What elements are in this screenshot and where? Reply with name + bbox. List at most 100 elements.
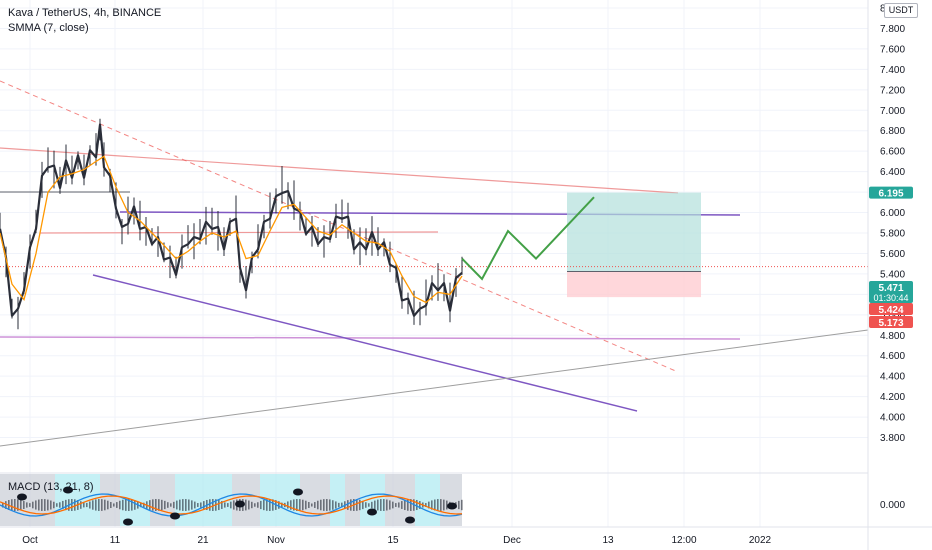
chart-header: Kava / TetherUS, 4h, BINANCE SMMA (7, cl… <box>8 6 161 36</box>
macd-bar <box>143 502 145 508</box>
macd-pane[interactable] <box>0 472 868 526</box>
macd-band <box>175 474 232 526</box>
macd-bar <box>362 500 364 510</box>
macd-cross-dot <box>170 512 180 520</box>
price-tick-label: 4.200 <box>880 392 905 403</box>
drawings-layer[interactable] <box>0 80 869 447</box>
forecast-path[interactable] <box>461 196 595 281</box>
price-label-value: 6.195 <box>878 189 903 200</box>
macd-bar <box>41 499 43 511</box>
macd-bar <box>410 499 412 511</box>
stop-zone[interactable] <box>567 271 701 298</box>
macd-bar <box>122 499 124 511</box>
macd-band <box>345 474 360 526</box>
macd-bar <box>89 501 91 509</box>
channel-bottom-line[interactable] <box>92 274 638 412</box>
macd-bar <box>299 499 301 511</box>
macd-cross-markers <box>17 486 457 526</box>
currency-badge[interactable]: USDT <box>884 3 918 18</box>
long-uptrend-line[interactable] <box>0 329 869 447</box>
macd-cross-dot <box>17 493 27 501</box>
macd-cross-dot <box>293 488 303 496</box>
macd-bar <box>194 501 196 509</box>
macd-bar <box>374 500 376 510</box>
macd-band <box>55 474 100 526</box>
macd-bar <box>434 499 436 511</box>
series-layer <box>0 118 463 330</box>
macd-bar <box>29 503 31 507</box>
macd-bar <box>185 499 187 511</box>
macd-bar <box>335 501 337 509</box>
price-tick-label: 7.800 <box>880 24 905 35</box>
time-tick-label: 21 <box>197 535 209 546</box>
macd-bar <box>212 499 214 511</box>
macd-bar <box>260 500 262 510</box>
price-tick-label: 7.200 <box>880 85 905 96</box>
time-tick-label: Oct <box>22 535 38 546</box>
macd-bar <box>20 499 22 511</box>
support-line[interactable] <box>0 336 741 340</box>
price-label-box <box>869 186 913 199</box>
macd-cross-dot <box>405 516 415 524</box>
macd-bar <box>428 501 430 509</box>
macd-bar <box>131 499 133 511</box>
long-position-tool[interactable] <box>567 192 701 298</box>
symbol-title[interactable]: Kava / TetherUS, 4h, BINANCE <box>8 7 162 19</box>
indicator-label[interactable]: SMMA (7, close) <box>8 22 89 34</box>
macd-signal-line <box>0 495 463 515</box>
price-tick-label: 7.600 <box>880 44 905 55</box>
price-tick-label: 3.800 <box>880 433 905 444</box>
time-tick-label: 15 <box>387 535 399 546</box>
time-tick-label: 12:00 <box>671 535 696 546</box>
macd-bar <box>425 503 427 507</box>
macd-bar <box>230 501 232 509</box>
macd-bar <box>245 499 247 511</box>
dashed-downtrend-line[interactable] <box>0 80 679 373</box>
macd-bar <box>395 503 397 507</box>
countdown-label: 01:30:44 <box>873 293 908 303</box>
macd-bar <box>251 501 253 509</box>
price-label-box <box>869 303 913 315</box>
macd-band <box>0 474 55 526</box>
macd-bar <box>161 499 163 511</box>
macd-bar <box>176 500 178 510</box>
time-tick-label: 11 <box>110 535 121 546</box>
macd-bar <box>107 500 109 510</box>
macd-bar <box>65 499 67 511</box>
macd-bar <box>329 499 331 511</box>
macd-band <box>330 474 345 526</box>
macd-bar <box>26 502 28 508</box>
macd-indicator-label[interactable]: MACD (13, 21, 8) <box>8 481 94 493</box>
price-axis[interactable]: 8.0007.8007.6007.4007.2007.0006.8006.600… <box>880 4 905 445</box>
time-axis[interactable]: Oct 11 21 Nov 15 Dec 13 12:00 2022 <box>22 535 771 546</box>
macd-bar <box>287 501 289 509</box>
macd-bar <box>17 499 19 511</box>
macd-bar <box>59 502 61 508</box>
macd-bar <box>23 501 25 509</box>
macd-bar <box>170 503 172 507</box>
target-zone[interactable] <box>567 192 701 272</box>
macd-bar <box>341 502 343 508</box>
macd-bar <box>365 502 367 508</box>
time-tick-label: 2022 <box>749 535 772 546</box>
smma-line <box>0 155 463 304</box>
macd-bar <box>35 500 37 510</box>
macd-bar <box>203 501 205 509</box>
upper-trend-line[interactable] <box>0 147 679 194</box>
macd-bar <box>314 502 316 508</box>
macd-bar <box>323 499 325 511</box>
price-label-value: 5.424 <box>878 305 903 316</box>
macd-bar <box>32 501 34 509</box>
macd-bar <box>437 499 439 511</box>
price-tick-label: 4.000 <box>880 413 905 424</box>
macd-zero-tick: 0.000 <box>880 500 905 511</box>
price-tick-label: 5.800 <box>880 229 905 240</box>
time-tick-label: Dec <box>503 535 521 546</box>
macd-bar <box>74 499 76 511</box>
macd-bar <box>359 499 361 511</box>
macd-bar <box>386 499 388 511</box>
macd-bar <box>104 499 106 511</box>
price-label-box <box>869 281 913 303</box>
macd-bar <box>119 500 121 510</box>
